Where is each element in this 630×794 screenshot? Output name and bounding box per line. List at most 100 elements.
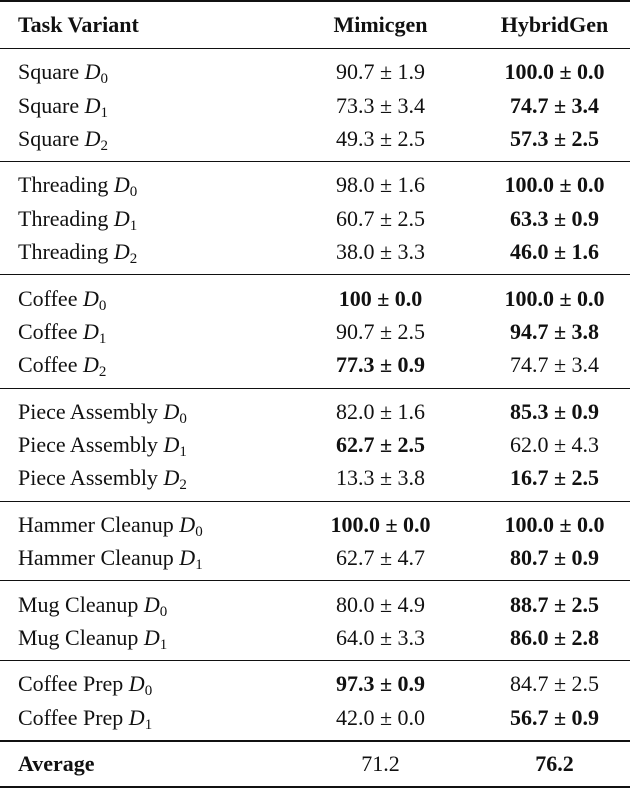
hybridgen-cell: 74.7 ± 3.4 — [509, 352, 600, 378]
task-name: Piece Assembly — [18, 398, 158, 424]
table-row: Coffee Prep D0 97.3 ± 0.9 84.7 ± 2.5 — [0, 660, 630, 701]
average-row: Average 71.2 76.2 — [0, 740, 630, 789]
variant-index: 2 — [179, 477, 187, 494]
table-row: Hammer Cleanup D1 62.7 ± 4.7 80.7 ± 0.9 — [0, 541, 630, 581]
hybridgen-cell: 88.7 ± 2.5 — [483, 580, 630, 621]
variant-symbol: D — [179, 545, 196, 571]
task-variant-cell: Square D0 — [0, 48, 268, 89]
variant-symbol: D — [163, 432, 180, 458]
mimicgen-cell: 90.7 ± 2.5 — [335, 318, 426, 344]
table-row: Coffee Prep D1 42.0 ± 0.0 56.7 ± 0.9 — [0, 701, 630, 741]
variant-index: 1 — [129, 217, 138, 234]
mimicgen-cell: 73.3 ± 3.4 — [335, 92, 426, 118]
variant-symbol: D — [84, 125, 101, 151]
table-row: Piece Assembly D0 82.0 ± 1.6 85.3 ± 0.9 — [0, 387, 630, 428]
variant-index: 1 — [159, 637, 168, 654]
table-row: Coffee D2 77.3 ± 0.9 74.7 ± 3.4 — [0, 348, 630, 388]
table-row: Threading D2 38.0 ± 3.3 46.0 ± 1.6 — [0, 235, 630, 275]
hybridgen-cell: 57.3 ± 2.5 — [509, 125, 600, 151]
mimicgen-cell: 90.7 ± 1.9 — [268, 48, 483, 89]
variant-symbol: D — [84, 59, 101, 85]
variant-index: 1 — [98, 330, 107, 347]
variant-index: 0 — [100, 71, 108, 88]
table-row: Piece Assembly D1 62.7 ± 2.5 62.0 ± 4.3 — [0, 428, 630, 461]
table-row: Threading D1 60.7 ± 2.5 63.3 ± 0.9 — [0, 202, 630, 235]
task-variant-cell: Coffee Prep D0 — [0, 660, 268, 701]
hybridgen-cell: 100.0 ± 0.0 — [483, 274, 630, 315]
variant-symbol: D — [179, 511, 196, 537]
mimicgen-cell: 13.3 ± 3.8 — [335, 465, 426, 491]
variant-symbol: D — [143, 625, 160, 651]
task-name: Threading — [18, 172, 109, 198]
header-row: Task Variant Mimicgen HybridGen — [0, 1, 630, 49]
table-row: Square D2 49.3 ± 2.5 57.3 ± 2.5 — [0, 122, 630, 162]
mimicgen-cell: 100 ± 0.0 — [268, 274, 483, 315]
hybridgen-cell: 100.0 ± 0.0 — [483, 48, 630, 89]
variant-symbol: D — [82, 352, 99, 378]
task-variant-cell: Piece Assembly D0 — [0, 387, 268, 428]
average-label: Average — [0, 740, 268, 789]
task-name: Coffee — [18, 285, 78, 311]
header-task-variant: Task Variant — [18, 12, 139, 37]
variant-symbol: D — [82, 285, 99, 311]
task-variant-cell: Piece Assembly D2 — [0, 461, 268, 501]
hybridgen-cell: 80.7 ± 0.9 — [509, 545, 600, 571]
header-hybridgen: HybridGen — [500, 12, 609, 37]
variant-index: 2 — [100, 137, 108, 154]
task-variant-cell: Square D2 — [0, 122, 268, 162]
table-row: Square D0 90.7 ± 1.9 100.0 ± 0.0 — [0, 48, 630, 89]
hybridgen-cell: 85.3 ± 0.9 — [483, 387, 630, 428]
variant-index: 0 — [159, 603, 168, 620]
header-mimicgen: Mimicgen — [333, 12, 428, 37]
mimicgen-cell: 38.0 ± 3.3 — [335, 239, 426, 265]
variant-index: 2 — [129, 251, 138, 268]
task-name: Hammer Cleanup — [18, 545, 174, 571]
variant-index: 1 — [179, 444, 187, 461]
task-variant-cell: Hammer Cleanup D1 — [0, 541, 268, 581]
variant-symbol: D — [113, 205, 130, 231]
task-name: Piece Assembly — [18, 432, 158, 458]
hybridgen-cell: 46.0 ± 1.6 — [509, 239, 600, 265]
mimicgen-cell: 97.3 ± 0.9 — [268, 660, 483, 701]
variant-index: 0 — [195, 523, 203, 540]
variant-symbol: D — [128, 671, 145, 697]
mimicgen-cell: 77.3 ± 0.9 — [335, 352, 426, 378]
task-variant-cell: Coffee D1 — [0, 315, 268, 348]
hybridgen-cell: 100.0 ± 0.0 — [483, 161, 630, 202]
task-name: Coffee — [18, 318, 78, 344]
average-hybridgen: 76.2 — [483, 740, 630, 789]
mimicgen-cell: 42.0 ± 0.0 — [335, 704, 426, 730]
variant-symbol: D — [163, 465, 180, 491]
variant-index: 1 — [100, 104, 108, 121]
task-variant-cell: Piece Assembly D1 — [0, 428, 268, 461]
table-row: Hammer Cleanup D0 100.0 ± 0.0 100.0 ± 0.0 — [0, 500, 630, 542]
task-variant-cell: Mug Cleanup D1 — [0, 621, 268, 661]
variant-index: 0 — [98, 297, 107, 314]
table-row: Threading D0 98.0 ± 1.6 100.0 ± 0.0 — [0, 161, 630, 202]
mimicgen-cell: 62.7 ± 2.5 — [335, 432, 426, 458]
mimicgen-cell: 80.0 ± 4.9 — [268, 580, 483, 621]
table-row: Mug Cleanup D1 64.0 ± 3.3 86.0 ± 2.8 — [0, 621, 630, 661]
mimicgen-cell: 82.0 ± 1.6 — [268, 387, 483, 428]
table-body: Square D0 90.7 ± 1.9 100.0 ± 0.0 Square D1 7… — [0, 48, 630, 789]
table-row: Piece Assembly D2 13.3 ± 3.8 16.7 ± 2.5 — [0, 461, 630, 501]
variant-index: 0 — [144, 683, 153, 700]
task-name: Mug Cleanup — [18, 625, 139, 651]
hybridgen-cell: 74.7 ± 3.4 — [509, 92, 600, 118]
variant-symbol: D — [113, 239, 130, 265]
mimicgen-cell: 62.7 ± 4.7 — [335, 545, 426, 571]
hybridgen-cell: 84.7 ± 2.5 — [483, 660, 630, 701]
variant-symbol: D — [84, 92, 101, 118]
mimicgen-cell: 100.0 ± 0.0 — [268, 500, 483, 542]
hybridgen-cell: 94.7 ± 3.8 — [509, 318, 600, 344]
variant-symbol: D — [128, 704, 145, 730]
task-variant-cell: Square D1 — [0, 88, 268, 121]
average-mimicgen: 71.2 — [268, 740, 483, 789]
variant-index: 2 — [98, 364, 107, 381]
table-row: Square D1 73.3 ± 3.4 74.7 ± 3.4 — [0, 88, 630, 121]
variant-symbol: D — [163, 398, 180, 424]
variant-index: 1 — [144, 716, 153, 733]
hybridgen-cell: 86.0 ± 2.8 — [509, 625, 600, 651]
hybridgen-cell: 62.0 ± 4.3 — [509, 432, 600, 458]
task-name: Coffee Prep — [18, 671, 124, 697]
